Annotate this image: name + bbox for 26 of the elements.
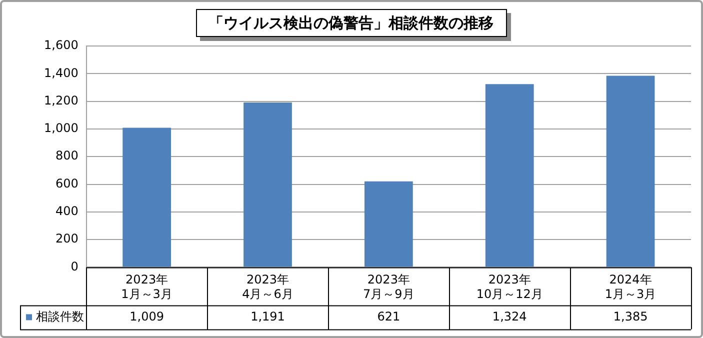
y-tick-label: 600: [55, 176, 78, 190]
x-tick-label: 2023年 10月～12月: [476, 272, 543, 301]
data-label: 1,324: [492, 309, 527, 324]
y-tick-label: 1,200: [44, 93, 78, 108]
y-tick-label: 1,400: [44, 66, 78, 80]
y-tick-label: 200: [55, 232, 78, 246]
y-tick-label: 1,600: [44, 38, 78, 52]
x-tick-label: 2023年 1月～3月: [121, 272, 172, 301]
y-tick-label: 1,000: [44, 121, 78, 136]
chart-title: 「ウイルス検出の偽警告」相談件数の推移: [196, 9, 506, 37]
data-label: 1,385: [613, 309, 648, 324]
bar: [485, 84, 534, 267]
data-label: 1,009: [130, 309, 164, 324]
y-tick-label: 0: [70, 259, 78, 274]
y-tick-label: 800: [55, 148, 78, 163]
x-tick-label: 2023年 4月～6月: [242, 272, 294, 301]
bar: [122, 128, 172, 267]
x-tick-label: 2023年 7月～9月: [363, 272, 414, 301]
bar: [606, 76, 655, 267]
bar: [244, 102, 292, 267]
x-tick-label: 2024年 1月～3月: [604, 272, 656, 301]
data-label: 621: [377, 309, 400, 324]
legend-label: 相談件数: [36, 309, 84, 324]
y-tick-label: 400: [55, 204, 78, 218]
data-label: 1,191: [250, 309, 285, 324]
bar: [364, 181, 413, 267]
